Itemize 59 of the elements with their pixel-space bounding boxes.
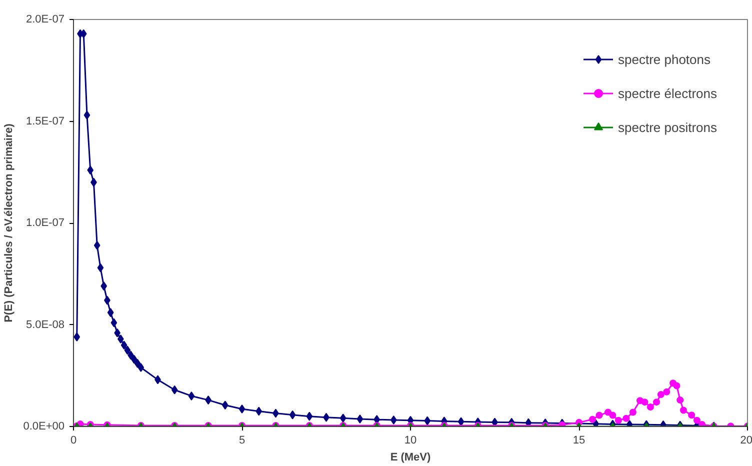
point [622, 414, 630, 422]
point [653, 398, 660, 406]
point [87, 166, 94, 175]
point [84, 110, 90, 120]
point [698, 420, 706, 426]
x-tick-label: 15 [572, 434, 586, 446]
point [340, 414, 346, 423]
point [657, 391, 664, 398]
y-tick-label: 1.0E-07 [26, 217, 65, 229]
point [390, 415, 397, 424]
point [596, 412, 603, 419]
point [130, 354, 138, 364]
point [256, 406, 262, 416]
point [592, 419, 600, 426]
point [641, 398, 648, 406]
point [238, 404, 246, 414]
point [558, 421, 566, 426]
point [676, 396, 684, 404]
legend-label: spectre positrons [618, 120, 717, 134]
point [94, 240, 100, 250]
point [604, 408, 612, 416]
point [646, 403, 654, 410]
point [171, 385, 178, 394]
point [306, 412, 313, 421]
legend-label: spectre photons [618, 52, 711, 66]
x-axis-title: E (MeV) [390, 452, 432, 464]
point [693, 416, 700, 424]
y-tick-label: 0.0E+00 [23, 420, 65, 432]
point [124, 346, 131, 355]
x-tick-label: 10 [404, 434, 417, 446]
point [629, 408, 636, 416]
point [673, 382, 680, 390]
point [138, 362, 144, 372]
y-axis-title: P(E) (Particules / eV.électron primaire) [3, 123, 16, 322]
point [97, 263, 104, 272]
x-tick-label: 5 [238, 434, 246, 446]
point [120, 340, 128, 350]
point [222, 400, 228, 410]
x-tick-label: 0 [70, 434, 77, 446]
point [74, 332, 80, 342]
y-tick-label: 5.0E-08 [26, 318, 65, 331]
y-tick-label: 2.0E-07 [26, 14, 65, 26]
point [356, 414, 364, 424]
x-tick-label: 20 [740, 434, 752, 446]
point [609, 412, 616, 419]
point [626, 420, 633, 426]
point [188, 391, 195, 400]
point [588, 416, 596, 423]
point [134, 358, 141, 368]
point [110, 318, 118, 328]
point [614, 416, 622, 424]
y-tick-label: 1.5E-07 [26, 115, 65, 128]
legend-label: spectre électrons [618, 86, 717, 100]
point [680, 406, 687, 414]
point [663, 388, 670, 396]
point [424, 416, 431, 426]
point [289, 410, 296, 420]
point [107, 308, 114, 318]
point [688, 412, 696, 419]
